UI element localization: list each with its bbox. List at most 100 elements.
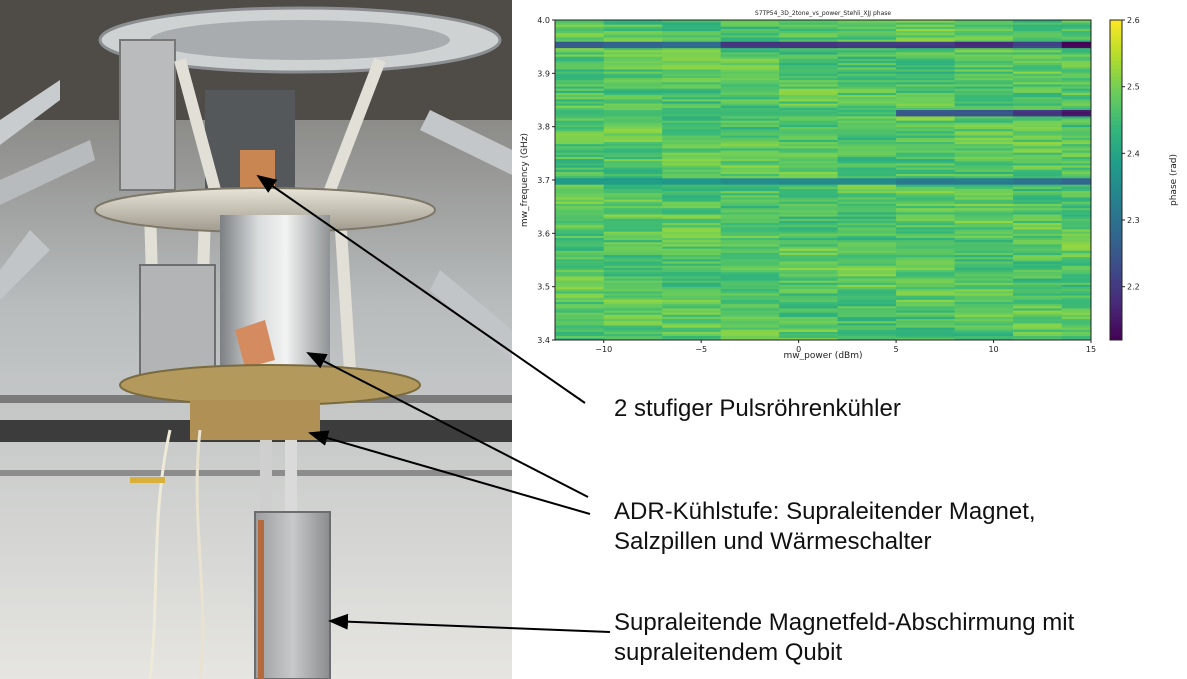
heatmap-cell (1061, 81, 1092, 85)
heatmap-cell (837, 22, 897, 25)
heatmap-cell (1013, 37, 1063, 40)
heatmap-cell (1061, 312, 1092, 315)
heatmap-cell (954, 64, 1014, 68)
heatmap-cell (662, 137, 722, 140)
heatmap-cell (779, 34, 839, 38)
heatmap-cell (555, 160, 605, 164)
heatmap-cell (720, 124, 780, 128)
heatmap-cell (779, 235, 839, 238)
heatmap-cell (603, 214, 663, 217)
heatmap-cell (779, 265, 839, 268)
heatmap-cell (896, 201, 955, 204)
heatmap-cell (1061, 205, 1092, 209)
heatmap-cell (896, 92, 955, 96)
heatmap-cell (837, 79, 897, 83)
colorbar-segment (1110, 156, 1122, 161)
heatmap-cell (603, 43, 663, 46)
heatmap-cell (779, 226, 839, 230)
cryostat-photo (0, 0, 512, 679)
heatmap-cell (603, 288, 663, 292)
heatmap-cell (555, 167, 605, 170)
heatmap-cell (954, 32, 1014, 36)
heatmap-cell (1061, 337, 1092, 341)
heatmap-cell (896, 137, 955, 140)
heatmap-cell (896, 167, 955, 170)
heatmap-cell (954, 250, 1014, 253)
heatmap-cell (837, 47, 897, 51)
heatmap-cell (720, 167, 780, 170)
heatmap-cell (720, 56, 780, 59)
heatmap-cell (603, 299, 663, 302)
heatmap-cell (779, 203, 839, 206)
heatmap-cell (720, 143, 780, 147)
heatmap-cell (1061, 267, 1092, 270)
heatmap-cell (896, 150, 955, 153)
heatmap-cell (896, 248, 955, 251)
heatmap-cell (1013, 162, 1063, 166)
heatmap-cell (1013, 92, 1063, 96)
heatmap-cell (603, 284, 663, 288)
heatmap-cell (1013, 126, 1063, 130)
heatmap-cell (662, 192, 722, 196)
heatmap-cell (896, 271, 955, 275)
heatmap-cell (896, 267, 955, 270)
heatmap-cell (662, 43, 722, 46)
heatmap-cell (662, 47, 722, 51)
heatmap-cell (662, 60, 722, 64)
heatmap-cell (603, 54, 663, 57)
heatmap-cell (837, 220, 897, 224)
heatmap-cell (896, 26, 955, 29)
heatmap-cell (662, 190, 722, 194)
heatmap-cell (720, 256, 780, 260)
heatmap-cell (555, 139, 605, 142)
heatmap-cell (954, 218, 1014, 221)
heatmap-cell (954, 320, 1014, 324)
heatmap-cell (954, 173, 1014, 177)
heatmap-cell (896, 103, 955, 106)
heatmap-cell (1061, 320, 1092, 324)
heatmap-cell (896, 312, 955, 315)
heatmap-cell (779, 241, 839, 245)
heatmap-cell (662, 252, 722, 256)
heatmap-cell (837, 235, 897, 238)
colorbar-segment (1110, 256, 1122, 261)
heatmap-cell (662, 90, 722, 93)
heatmap-cell (896, 79, 955, 83)
heatmap-cell (1061, 284, 1092, 288)
colorbar-segment (1110, 56, 1122, 61)
heatmap-cell (720, 156, 780, 160)
heatmap-cell (555, 81, 605, 85)
heatmap-cell (896, 293, 955, 296)
heatmap-cell (954, 47, 1014, 51)
heatmap-cell (1013, 207, 1063, 211)
heatmap-cell (954, 37, 1014, 40)
heatmap-cell (720, 201, 780, 204)
heatmap-cell (837, 141, 897, 145)
colorbar-segment (1110, 240, 1122, 245)
heatmap-cell (837, 252, 897, 256)
heatmap-cell (720, 135, 780, 138)
heatmap-cell (1013, 175, 1063, 179)
heatmap-cell (720, 286, 780, 290)
heatmap-cell (954, 158, 1014, 162)
heatmap-cell (954, 145, 1014, 149)
heatmap-cell (1061, 276, 1092, 279)
heatmap-cell (1013, 88, 1063, 91)
heatmap-cell (662, 244, 722, 247)
heatmap-cell (555, 118, 605, 121)
heatmap-cell (603, 303, 663, 307)
heatmap-cell (1061, 246, 1092, 249)
heatmap-cell (720, 28, 780, 32)
heatmap-cell (837, 39, 897, 42)
colorbar-segment (1110, 96, 1122, 101)
heatmap-cell (603, 156, 663, 160)
heatmap-cell (720, 171, 780, 174)
heatmap-cell (954, 278, 1014, 281)
heatmap-cell (662, 194, 722, 198)
heatmap-cell (720, 182, 780, 185)
heatmap-cell (1061, 113, 1092, 117)
heatmap-cell (1061, 237, 1092, 241)
heatmap-cell (1061, 244, 1092, 247)
colorbar-segment (1110, 148, 1122, 153)
heatmap-cell (837, 314, 897, 317)
